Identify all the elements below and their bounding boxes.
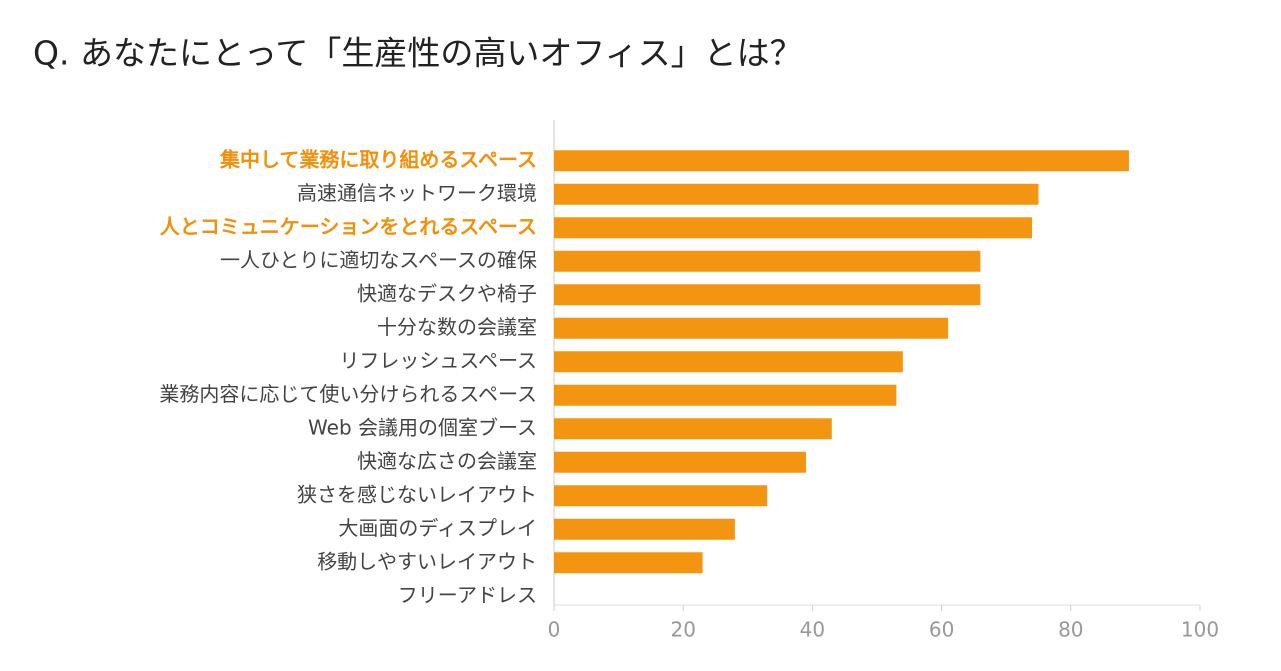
y-tick-label: 高速通信ネットワーク環境: [297, 181, 537, 205]
x-tick-label: 0: [548, 618, 561, 642]
bar: [554, 451, 806, 473]
chart-title: Q. あなたにとって「生産性の高いオフィス」とは？: [33, 34, 803, 73]
y-tick-label: リフレッシュスペース: [339, 348, 537, 372]
y-tick-label: 人とコミュニケーションをとれるスペース: [160, 214, 537, 238]
y-tick-label: 集中して業務に取り組めるスペース: [219, 147, 537, 171]
x-tick-label: 60: [929, 618, 954, 642]
x-tick-label: 40: [800, 618, 825, 642]
y-tick-label: 業務内容に応じて使い分けられるスペース: [159, 382, 537, 406]
bar: [554, 317, 949, 339]
y-tick-label: 快適な広さの会議室: [357, 449, 537, 473]
bar: [554, 217, 1033, 239]
x-tick-label: 80: [1058, 618, 1083, 642]
bar: [554, 250, 981, 272]
y-tick-label: 大画面のディスプレイ: [338, 516, 537, 540]
y-tick-label: Web 会議用の個室ブース: [308, 415, 537, 439]
bar: [554, 183, 1039, 205]
y-tick-label: 狭さを感じないレイアウト: [297, 482, 537, 506]
bar: [554, 485, 768, 507]
x-tick-label: 100: [1181, 618, 1219, 642]
bar: [554, 552, 703, 574]
bar: [554, 384, 897, 406]
bar: [554, 351, 903, 373]
y-tick-label: 移動しやすいレイアウト: [317, 549, 537, 573]
x-tick-label: 20: [670, 618, 695, 642]
bar: [554, 150, 1129, 172]
bar: [554, 284, 981, 306]
y-tick-label: 快適なデスクや椅子: [357, 281, 537, 305]
y-tick-label: フリーアドレス: [398, 583, 537, 607]
y-tick-label: 一人ひとりに適切なスペースの確保: [220, 248, 537, 272]
bar: [554, 418, 832, 440]
bar: [554, 518, 735, 540]
y-tick-label: 十分な数の会議室: [377, 315, 537, 339]
